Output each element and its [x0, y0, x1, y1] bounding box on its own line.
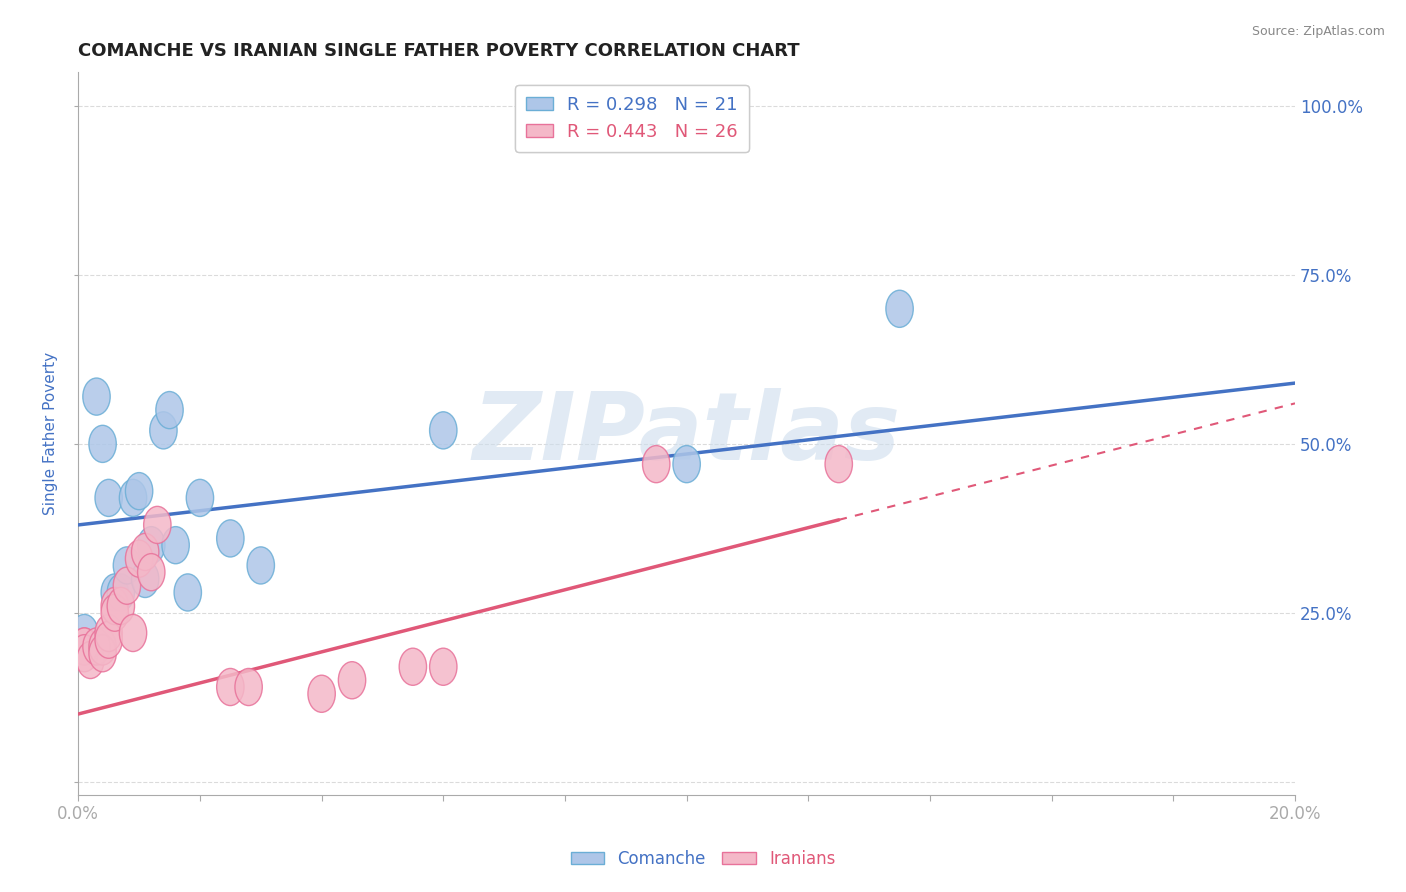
Text: Source: ZipAtlas.com: Source: ZipAtlas.com	[1251, 25, 1385, 38]
Y-axis label: Single Father Poverty: Single Father Poverty	[44, 352, 58, 516]
Ellipse shape	[89, 628, 117, 665]
Ellipse shape	[886, 290, 914, 327]
Ellipse shape	[399, 648, 426, 685]
Ellipse shape	[643, 446, 669, 483]
Text: COMANCHE VS IRANIAN SINGLE FATHER POVERTY CORRELATION CHART: COMANCHE VS IRANIAN SINGLE FATHER POVERT…	[79, 42, 800, 60]
Ellipse shape	[114, 567, 141, 604]
Legend: R = 0.298   N = 21, R = 0.443   N = 26: R = 0.298 N = 21, R = 0.443 N = 26	[515, 85, 749, 152]
Ellipse shape	[143, 507, 172, 543]
Ellipse shape	[430, 648, 457, 685]
Ellipse shape	[107, 588, 135, 624]
Legend: Comanche, Iranians: Comanche, Iranians	[564, 844, 842, 875]
Ellipse shape	[89, 425, 117, 462]
Ellipse shape	[101, 588, 128, 624]
Ellipse shape	[162, 526, 190, 564]
Ellipse shape	[156, 392, 183, 429]
Ellipse shape	[70, 628, 98, 665]
Ellipse shape	[89, 635, 117, 672]
Ellipse shape	[77, 641, 104, 679]
Ellipse shape	[430, 412, 457, 449]
Ellipse shape	[96, 479, 122, 516]
Ellipse shape	[673, 446, 700, 483]
Ellipse shape	[70, 635, 98, 672]
Ellipse shape	[114, 547, 141, 584]
Ellipse shape	[150, 412, 177, 449]
Ellipse shape	[217, 668, 245, 706]
Ellipse shape	[339, 662, 366, 698]
Ellipse shape	[138, 526, 165, 564]
Ellipse shape	[825, 446, 852, 483]
Ellipse shape	[83, 378, 110, 415]
Ellipse shape	[235, 668, 263, 706]
Ellipse shape	[96, 621, 122, 658]
Ellipse shape	[107, 574, 135, 611]
Ellipse shape	[101, 594, 128, 632]
Ellipse shape	[217, 520, 245, 557]
Ellipse shape	[247, 547, 274, 584]
Ellipse shape	[174, 574, 201, 611]
Ellipse shape	[101, 574, 128, 611]
Ellipse shape	[120, 615, 146, 651]
Ellipse shape	[83, 628, 110, 665]
Ellipse shape	[125, 541, 153, 577]
Ellipse shape	[125, 473, 153, 509]
Ellipse shape	[120, 479, 146, 516]
Ellipse shape	[186, 479, 214, 516]
Ellipse shape	[70, 628, 98, 665]
Ellipse shape	[138, 554, 165, 591]
Ellipse shape	[96, 615, 122, 651]
Ellipse shape	[132, 560, 159, 598]
Ellipse shape	[132, 533, 159, 571]
Text: ZIPatlas: ZIPatlas	[472, 388, 901, 480]
Ellipse shape	[70, 615, 98, 651]
Ellipse shape	[308, 675, 335, 713]
